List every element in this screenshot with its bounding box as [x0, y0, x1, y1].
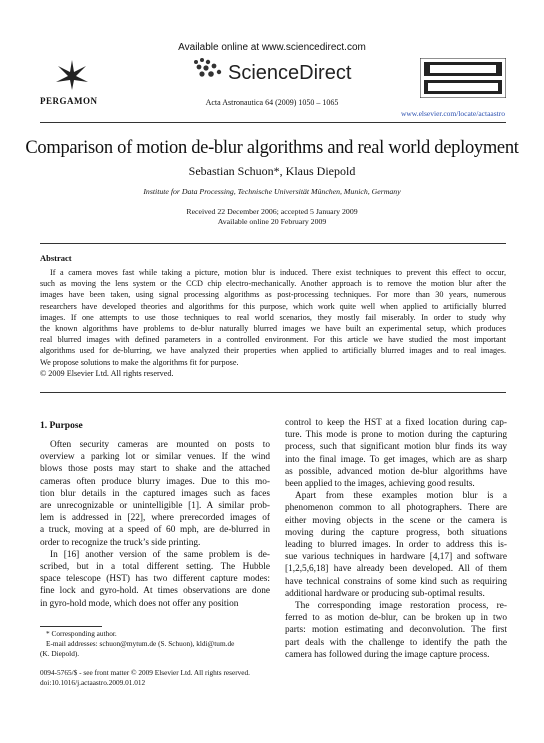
body-line: cameras often produce blurry images. Due… [40, 476, 270, 487]
rule [40, 243, 506, 244]
brand-logo [194, 58, 222, 77]
body-line: ture. This mode is prone to motion durin… [285, 430, 507, 441]
body-line: moving during the capture progress, both… [285, 527, 507, 538]
available-online: Available online at www.sciencedirect.co… [178, 42, 366, 53]
rule [40, 122, 506, 123]
footnote-line: (K. Diepold). [40, 649, 80, 658]
body-line: tion blur details in the captured images… [40, 488, 270, 499]
body-line: The corresponding image restoration proc… [295, 601, 507, 611]
authors: Sebastian Schuon*, Klaus Diepold [188, 164, 356, 178]
journal-ref: Acta Astronautica 64 (2009) 1050 – 1065 [205, 98, 339, 107]
journal-logo [420, 58, 506, 98]
abstract-line: the known algorithms have problems to de… [40, 324, 506, 333]
footnote-line: E-mail addresses: schuon@mytum.de (S. Sc… [46, 639, 235, 648]
body-line: scribed, but in a total different settin… [40, 562, 270, 572]
publisher-logo [56, 60, 88, 90]
body-line: In [16] another version of the same prob… [50, 549, 270, 560]
body-line: camera has followed during the image cap… [285, 649, 490, 660]
body-line: space telescope (HST) has two different … [40, 574, 270, 585]
body-line: been applied to the images, achieving go… [285, 479, 475, 489]
abstract-line: images. If one attempts to use those tec… [40, 312, 506, 322]
body-line: as possible, advanced motion de-blur alg… [285, 466, 507, 477]
abstract-line: images have been taken, using signal pro… [40, 290, 506, 300]
body-line: have technical constrains of some kind s… [285, 576, 507, 587]
body-line: are unrecognizable or unintelligible [1]… [40, 501, 270, 511]
received: Received 22 December 2006; accepted 5 Ja… [186, 207, 358, 216]
copyright: © 2009 Elsevier Ltd. All rights reserved… [40, 368, 174, 378]
footer-line: 0094-5765/$ - see front matter © 2009 El… [40, 668, 251, 677]
body-line: part deals with the challenge to identif… [285, 637, 507, 648]
body-line: order to recognize the truck’s side prin… [40, 537, 201, 548]
body-line: Apart from these examples motion blur is… [295, 491, 507, 502]
affiliation: Institute for Data Processing, Technisch… [143, 187, 401, 196]
abstract-heading: Abstract [40, 253, 72, 263]
body-line: lem is addressed in [22], where prerecor… [40, 513, 270, 524]
body-line: process, such that significant motion bl… [285, 442, 507, 453]
body-line: blows those posts may start to shake and… [40, 464, 270, 475]
body-line: fine lock and gyro-hold. At times observ… [40, 586, 270, 597]
rule [40, 392, 506, 393]
abstract-line: algorithms used for de-blurring, we have… [40, 346, 506, 356]
body-line: into the final image. To get images, whi… [285, 454, 507, 465]
footnote-rule [40, 626, 102, 627]
body-line: [1,2,5,6,18] have already been developed… [285, 564, 507, 575]
body-line: Often security cameras are mounted on po… [50, 440, 270, 450]
body-line: sue various techniques in hardware [4,17… [285, 552, 507, 563]
footer-line: doi:10.1016/j.actaastro.2009.01.012 [40, 678, 146, 687]
brand: ScienceDirect [228, 62, 352, 84]
section-heading: 1. Purpose [40, 421, 83, 431]
body-line: in gyro-hold mode, which does not offer … [40, 598, 239, 609]
publisher: PERGAMON [40, 96, 98, 106]
journal-url[interactable]: www.elsevier.com/locate/actaastro [400, 109, 505, 118]
available: Available online 20 February 2009 [217, 217, 327, 226]
body-line: a truck, moving at a speed of 60 mph, ar… [40, 525, 270, 536]
abstract-line: We propose solutions to make the algorit… [40, 357, 239, 367]
body-line: either moving objects in the scene or th… [285, 515, 507, 526]
body-line: additional hardware or producing sub-opt… [285, 588, 485, 599]
body-line: parts: motion estimating and deconvoluti… [285, 625, 507, 636]
footnote-line: * Corresponding author. [46, 629, 117, 638]
body-line: leading to blurred images. In order to a… [285, 540, 507, 550]
abstract-line: real blurred images with defined paramet… [40, 335, 506, 345]
abstract-line: such as moving the lens system or the CC… [40, 279, 506, 289]
body-line: ferred to as motion de-blur, can be brok… [285, 613, 507, 624]
title: Comparison of motion de-blur algorithms … [25, 138, 519, 158]
abstract-line: researchers have developed theories and … [40, 301, 506, 311]
abstract-line: If a camera moves fast while taking a pi… [50, 268, 506, 277]
body-line: control to keep the HST at a fixed locat… [285, 418, 507, 428]
body-line: overview a parking lot or similar venues… [40, 452, 270, 463]
body-line: phenomenon common to all photographers. … [285, 503, 507, 514]
